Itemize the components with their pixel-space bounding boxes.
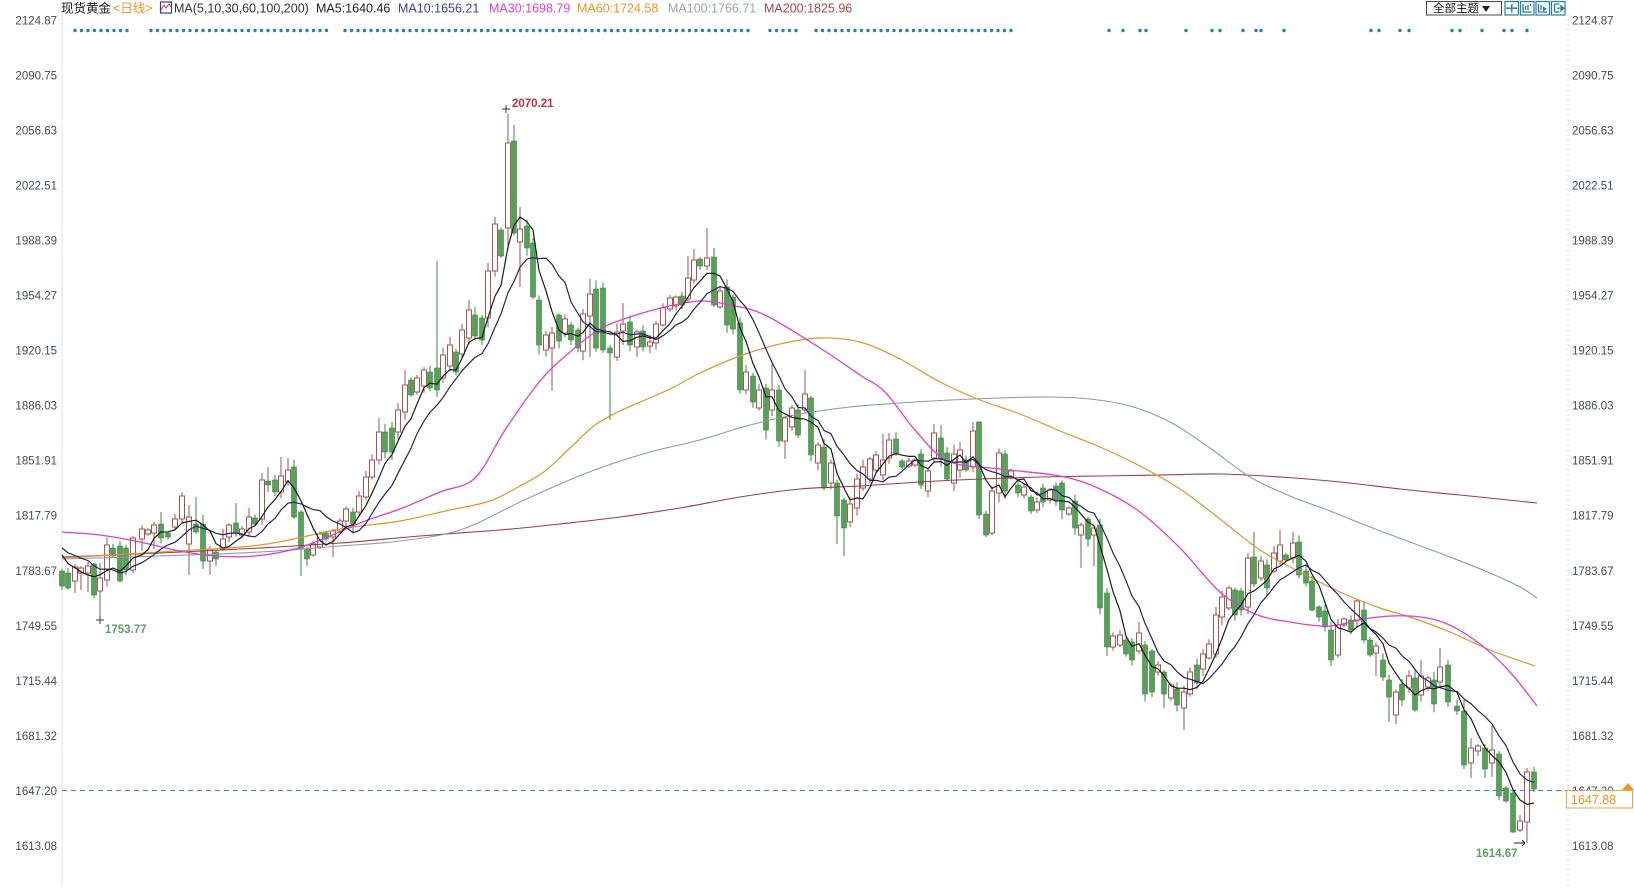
- svg-text:1647.88: 1647.88: [1571, 793, 1616, 807]
- svg-text:MA5:1640.46: MA5:1640.46: [316, 2, 390, 16]
- svg-text:1749.55: 1749.55: [1572, 621, 1614, 633]
- svg-text:全部主题: 全部主题: [1433, 1, 1479, 15]
- svg-text:1783.67: 1783.67: [15, 566, 57, 578]
- svg-text:1613.08: 1613.08: [15, 841, 57, 853]
- svg-text:1920.15: 1920.15: [1572, 346, 1614, 358]
- svg-text:1988.39: 1988.39: [15, 236, 57, 248]
- svg-text:MA200:1825.96: MA200:1825.96: [764, 2, 852, 16]
- svg-text:1920.15: 1920.15: [15, 346, 57, 358]
- svg-text:现货黄金: 现货黄金: [61, 1, 112, 16]
- svg-text:1715.44: 1715.44: [15, 676, 57, 688]
- svg-text:MA60:1724.58: MA60:1724.58: [577, 2, 658, 16]
- svg-text:2070.21: 2070.21: [512, 98, 554, 110]
- svg-text:MA(5,10,30,60,100,200): MA(5,10,30,60,100,200): [174, 2, 309, 16]
- svg-text:1613.08: 1613.08: [1572, 841, 1614, 853]
- svg-text:1647.20: 1647.20: [15, 786, 57, 798]
- svg-text:1988.39: 1988.39: [1572, 236, 1614, 248]
- svg-text:1614.67: 1614.67: [1476, 848, 1518, 860]
- svg-text:1886.03: 1886.03: [15, 401, 57, 413]
- svg-text:MA10:1656.21: MA10:1656.21: [398, 2, 479, 16]
- svg-text:2090.75: 2090.75: [1572, 70, 1614, 82]
- svg-text:2056.63: 2056.63: [15, 125, 57, 137]
- svg-text:MA100:1766.71: MA100:1766.71: [668, 2, 756, 16]
- svg-text:2022.51: 2022.51: [1572, 180, 1614, 192]
- svg-text:MA30:1698.79: MA30:1698.79: [489, 2, 570, 16]
- svg-text:2124.87: 2124.87: [1572, 15, 1614, 27]
- svg-text:1753.77: 1753.77: [105, 624, 147, 636]
- svg-text:1681.32: 1681.32: [15, 731, 57, 743]
- svg-text:1749.55: 1749.55: [15, 621, 57, 633]
- svg-text:1954.27: 1954.27: [15, 291, 57, 303]
- svg-text:1851.91: 1851.91: [15, 456, 57, 468]
- svg-text:1817.79: 1817.79: [15, 511, 57, 523]
- svg-text:2056.63: 2056.63: [1572, 125, 1614, 137]
- svg-text:2022.51: 2022.51: [15, 180, 57, 192]
- svg-text:1681.32: 1681.32: [1572, 731, 1614, 743]
- svg-text:1954.27: 1954.27: [1572, 291, 1614, 303]
- svg-text:2090.75: 2090.75: [15, 70, 57, 82]
- svg-text:1886.03: 1886.03: [1572, 401, 1614, 413]
- svg-text:2124.87: 2124.87: [15, 15, 57, 27]
- svg-text:<日线>: <日线>: [113, 2, 153, 16]
- svg-text:1715.44: 1715.44: [1572, 676, 1614, 688]
- svg-text:1783.67: 1783.67: [1572, 566, 1614, 578]
- svg-text:1817.79: 1817.79: [1572, 511, 1614, 523]
- svg-text:1851.91: 1851.91: [1572, 456, 1614, 468]
